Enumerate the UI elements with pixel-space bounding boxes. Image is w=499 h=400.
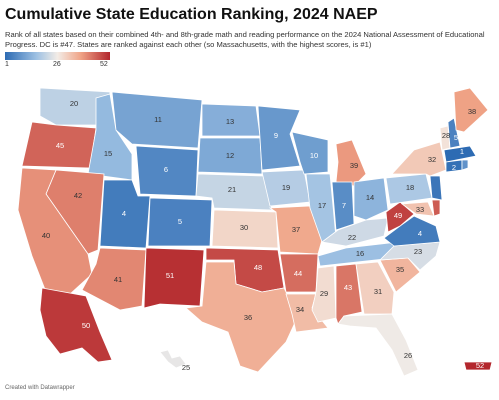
state-rank-label-ky: 22	[348, 233, 356, 242]
state-rank-label-co: 5	[178, 217, 182, 226]
state-rank-label-ms: 29	[320, 289, 328, 298]
state-rank-label-mt: 11	[154, 115, 162, 124]
state-rank-label-sc: 35	[396, 265, 404, 274]
state-shape-oh[interactable]	[353, 177, 389, 221]
state-rank-label-hi: 25	[182, 363, 190, 372]
state-shape-ri[interactable]	[461, 159, 469, 171]
state-rank-label-il: 17	[318, 201, 326, 210]
state-rank-label-wv: 49	[394, 211, 402, 220]
state-rank-label-de: 46	[440, 203, 448, 212]
state-shape-ma[interactable]	[443, 145, 477, 163]
legend-max-label: 52	[100, 61, 108, 68]
state-rank-label-nh: 5	[454, 133, 458, 142]
state-shape-id[interactable]	[87, 93, 133, 181]
state-rank-label-wy: 6	[164, 165, 168, 174]
state-rank-label-ne: 21	[228, 185, 236, 194]
state-rank-label-nj: 3	[444, 183, 448, 192]
state-rank-label-nv: 42	[74, 191, 82, 200]
state-rank-label-ri: 8	[468, 161, 472, 170]
state-shape-co[interactable]	[147, 197, 213, 247]
state-rank-label-tn: 16	[356, 249, 364, 258]
state-shape-ga[interactable]	[355, 261, 395, 315]
legend-gradient-bar	[5, 52, 110, 60]
state-rank-label-nc: 23	[414, 247, 422, 256]
state-rank-label-sd: 12	[226, 151, 234, 160]
state-rank-label-ct: 2	[452, 163, 456, 172]
state-rank-label-wi: 10	[310, 151, 318, 160]
state-shape-wv[interactable]	[385, 201, 415, 233]
state-rank-label-la: 34	[296, 305, 304, 314]
state-shape-wa[interactable]	[39, 87, 111, 126]
state-shape-wi[interactable]	[291, 131, 329, 175]
state-rank-label-al: 43	[344, 283, 352, 292]
state-rank-label-ak: 50	[82, 321, 90, 330]
state-shape-me[interactable]	[453, 87, 489, 133]
state-shape-hi[interactable]	[159, 349, 187, 369]
state-shape-ms[interactable]	[311, 265, 337, 323]
state-rank-label-in: 7	[342, 201, 346, 210]
state-rank-label-fl: 26	[404, 351, 412, 360]
state-rank-label-mo: 37	[292, 225, 300, 234]
state-shape-ca[interactable]	[17, 167, 93, 295]
state-shape-ut[interactable]	[99, 179, 151, 249]
state-rank-label-ca: 40	[42, 231, 50, 240]
state-rank-label-ia: 19	[282, 183, 290, 192]
datawrapper-credit: Created with Datawrapper	[5, 385, 75, 391]
state-rank-label-ok: 48	[254, 263, 262, 272]
state-shape-tx[interactable]	[185, 261, 299, 373]
chart-subtitle: Rank of all states based on their combin…	[5, 30, 485, 49]
state-rank-label-vt: 28	[442, 131, 450, 140]
state-shape-mt[interactable]	[111, 91, 203, 149]
state-shape-mn[interactable]	[257, 105, 301, 171]
legend-min-label: 1	[5, 61, 9, 68]
state-rank-label-md: 33	[416, 205, 424, 214]
state-rank-label-nd: 13	[226, 117, 234, 126]
state-rank-label-id: 15	[104, 149, 112, 158]
state-shape-de[interactable]	[431, 199, 441, 217]
chart-title: Cumulative State Education Ranking, 2024…	[5, 6, 378, 23]
state-rank-label-ma: 1	[460, 147, 464, 156]
color-legend: 1 26 52	[5, 52, 110, 70]
state-rank-label-oh: 14	[366, 193, 374, 202]
state-shapes	[17, 87, 493, 377]
state-rank-label-ny: 32	[428, 155, 436, 164]
state-rank-label-or: 45	[56, 141, 64, 150]
state-shape-sd[interactable]	[197, 137, 263, 175]
state-shape-ak[interactable]	[39, 287, 113, 363]
state-rank-label-tx: 36	[244, 313, 252, 322]
state-shape-ks[interactable]	[211, 209, 279, 249]
state-rank-label-pa: 18	[406, 183, 414, 192]
state-shape-fl[interactable]	[337, 313, 419, 377]
state-rank-label-ar: 44	[294, 269, 302, 278]
state-rank-label-wa: 20	[70, 99, 78, 108]
state-shape-nm[interactable]	[143, 247, 205, 309]
state-rank-label-va: 4	[418, 229, 422, 238]
state-rank-label-ga: 31	[374, 287, 382, 296]
state-rank-label-mi: 39	[350, 161, 358, 170]
state-shape-nj[interactable]	[429, 175, 443, 201]
state-rank-label-pr: 52	[476, 361, 484, 370]
state-rank-label-mn: 9	[274, 131, 278, 140]
state-rank-label-az: 41	[114, 275, 122, 284]
state-rank-label-me: 38	[468, 107, 476, 116]
legend-mid-label: 26	[53, 61, 61, 68]
state-rank-label-ks: 30	[240, 223, 248, 232]
state-rank-label-ut: 4	[122, 209, 126, 218]
state-rank-label-nm: 51	[166, 271, 174, 280]
state-shape-nh[interactable]	[447, 117, 461, 149]
legend-ticks: 1 26 52	[5, 60, 110, 70]
state-shape-ny[interactable]	[391, 141, 447, 177]
state-shape-pr[interactable]	[463, 361, 493, 371]
